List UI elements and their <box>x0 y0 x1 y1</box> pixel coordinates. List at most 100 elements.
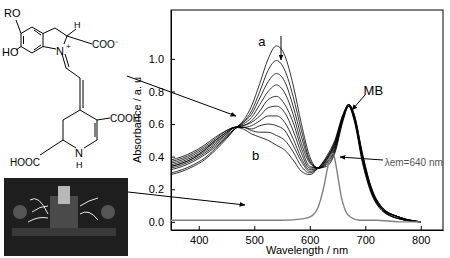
x-tick: 800 <box>412 226 430 246</box>
bond <box>63 110 80 120</box>
y-axis: 0.0 0.2 0.4 0.6 0.8 1.0 <box>149 11 175 231</box>
bond <box>95 123 96 137</box>
y-tick-label: 0.0 <box>149 216 164 228</box>
photo-light <box>80 212 98 220</box>
photo-base <box>12 228 116 236</box>
spectrum-line <box>171 61 421 222</box>
annotation: a <box>258 34 266 49</box>
arrow <box>340 157 383 160</box>
bond <box>55 28 67 36</box>
atom-label: H <box>76 160 83 170</box>
bond <box>80 78 81 110</box>
y-tick-label: 0.6 <box>149 118 164 130</box>
x-axis-title: Wavelength / nm <box>266 244 348 256</box>
atom-label: HOOC <box>10 157 40 168</box>
bond <box>84 140 97 148</box>
spectrum-line <box>171 153 421 221</box>
bond <box>97 118 110 120</box>
x-axis-line <box>172 230 444 231</box>
y-tick: 0.0 <box>149 216 175 228</box>
atom-label: + <box>66 42 71 51</box>
x-tick-label: 400 <box>190 234 208 246</box>
x-tick-mark <box>365 226 366 230</box>
photo-cuvette <box>58 186 70 204</box>
x-tick-mark <box>310 226 311 230</box>
atom-label: N <box>75 147 83 159</box>
bond <box>43 47 56 50</box>
y-tick-label: 0.2 <box>149 183 164 195</box>
photo-light <box>28 218 48 223</box>
x-tick-mark <box>199 226 200 230</box>
spectrum-line <box>171 96 421 221</box>
bond <box>43 28 55 34</box>
bond <box>21 47 32 54</box>
bond <box>80 110 97 120</box>
bond <box>34 30 41 35</box>
arrow <box>281 36 282 60</box>
chemical-structure: ROHON+HCOO⁻HOOCNHCOOH <box>2 7 140 170</box>
bond <box>16 20 21 34</box>
x-tick: 500 <box>246 226 264 246</box>
atom-label: N <box>56 45 64 57</box>
spectrum-line <box>171 105 421 222</box>
arrow <box>352 95 365 110</box>
y-tick: 0.4 <box>149 151 175 163</box>
photo-background <box>4 178 128 256</box>
x-tick-mark <box>254 226 255 230</box>
bond <box>67 29 76 36</box>
annotation: λem=640 nm <box>385 157 443 168</box>
bond <box>43 34 44 47</box>
atom-label: RO <box>4 7 21 19</box>
annotation: MB <box>364 83 384 98</box>
atom-label: HO <box>2 46 19 58</box>
bond <box>21 34 22 47</box>
spectrum-line <box>171 105 421 222</box>
spectrum-line <box>171 46 421 222</box>
photo-knob <box>13 205 27 219</box>
x-tick-label: 500 <box>246 234 264 246</box>
annotation: b <box>252 148 259 163</box>
photo-knob <box>101 205 115 219</box>
bond <box>66 68 80 78</box>
x-tick: 600 <box>301 226 319 246</box>
y-tick-mark <box>171 124 175 125</box>
bond <box>21 27 32 34</box>
x-tick: 700 <box>357 226 375 246</box>
y-tick-mark <box>171 157 175 158</box>
bond <box>67 36 92 44</box>
arrow <box>127 76 236 116</box>
y-tick: 1.0 <box>149 53 175 65</box>
spectrum-line <box>171 105 421 222</box>
spectrum-line <box>171 74 421 222</box>
x-tick-label: 700 <box>357 234 375 246</box>
figure: 400 500 600 700 800 0.0 0.2 0.4 0.6 0.8 1.0 Wavelen… <box>0 0 450 258</box>
y-tick-mark <box>171 59 175 60</box>
bond <box>34 45 41 50</box>
y-tick-mark <box>171 222 175 223</box>
plot-frame <box>171 10 443 230</box>
y-tick: 0.2 <box>149 183 175 195</box>
photo-light <box>30 199 48 214</box>
y-tick-label: 0.4 <box>149 151 164 163</box>
x-tick-label: 800 <box>412 234 430 246</box>
atom-label: COO⁻ <box>92 39 119 50</box>
instrument-photo <box>4 178 128 256</box>
arrow <box>128 192 245 205</box>
y-tick-label: 1.0 <box>149 53 164 65</box>
bond <box>23 36 24 44</box>
spectrum-line <box>171 105 421 222</box>
photo-light <box>32 206 48 212</box>
x-axis: 400 500 600 700 800 <box>172 226 444 246</box>
bond <box>97 120 98 140</box>
x-tick-mark <box>421 226 422 230</box>
y-tick: 0.8 <box>149 86 175 98</box>
photo-light <box>80 198 98 206</box>
atom-label: H <box>74 20 81 30</box>
plot-area <box>171 46 421 222</box>
y-tick: 0.6 <box>149 118 175 130</box>
y-tick-mark <box>171 189 175 190</box>
spectrum-line <box>171 105 421 222</box>
bond <box>63 120 64 140</box>
x-tick: 400 <box>190 226 208 246</box>
bond <box>40 140 63 155</box>
